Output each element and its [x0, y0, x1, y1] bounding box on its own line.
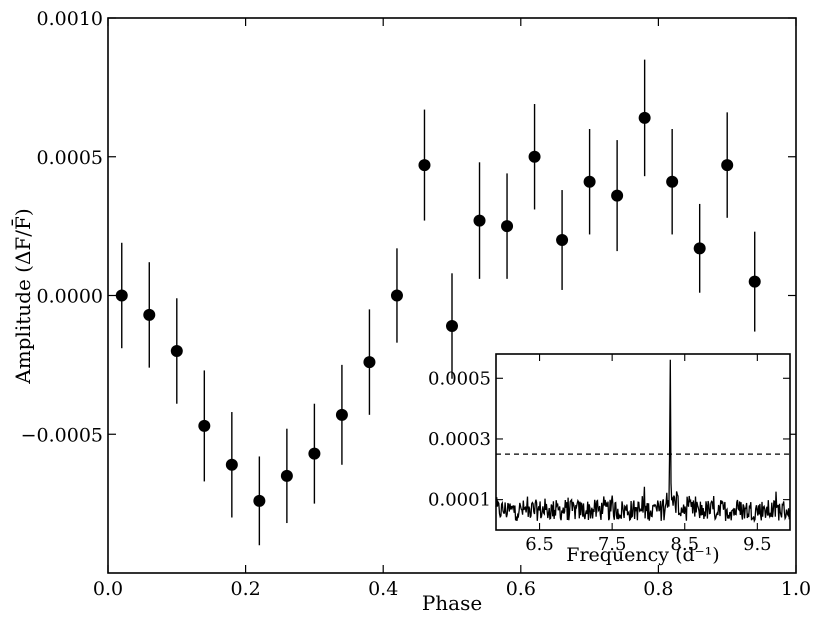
point-marker: [363, 356, 376, 369]
point-marker: [418, 159, 431, 172]
point-marker: [666, 175, 679, 188]
main-data-points: [115, 59, 761, 546]
point-marker: [638, 111, 651, 124]
data-point: [225, 412, 238, 518]
inset-x-tick-label: 7.5: [598, 534, 627, 555]
point-marker: [693, 242, 706, 255]
point-marker: [611, 189, 624, 202]
data-point: [390, 248, 403, 343]
data-point: [721, 112, 734, 218]
point-marker: [115, 289, 128, 302]
point-marker: [721, 159, 734, 172]
data-point: [446, 273, 458, 379]
x-tick-label: 0.2: [230, 578, 260, 600]
x-tick-label: 0.4: [368, 578, 398, 600]
inset-y-tick-label: 0.0001: [428, 490, 491, 511]
data-point: [693, 203, 706, 293]
data-point: [363, 309, 376, 415]
y-tick-label: −0.0005: [21, 424, 103, 446]
y-tick-label: 0.0000: [37, 286, 103, 308]
point-marker: [390, 289, 403, 302]
data-point: [666, 129, 679, 235]
x-tick-label: 0.8: [643, 578, 673, 600]
point-marker: [253, 494, 266, 507]
data-point: [528, 104, 541, 210]
data-point: [556, 190, 569, 290]
point-marker: [528, 150, 541, 163]
data-point: [308, 403, 321, 504]
point-marker: [501, 220, 514, 233]
main-axis-ticks: [107, 17, 797, 573]
y-axis-title: Amplitude (ΔF/F̄): [10, 208, 35, 384]
data-point: [638, 59, 651, 177]
data-point: [583, 129, 596, 235]
data-point: [748, 231, 761, 332]
y-tick-label: 0.0010: [37, 8, 103, 30]
inset-spectrum-line: [495, 359, 791, 524]
data-point: [501, 173, 514, 279]
point-marker: [446, 320, 458, 333]
inset-axis-ticks: [496, 354, 790, 530]
point-marker: [280, 469, 293, 482]
inset-periodogram: 6.5 7.5 8.5 9.5 0.0001 0.0003 0.0005 Frequency…: [428, 353, 791, 566]
point-marker: [556, 234, 569, 246]
point-marker: [225, 458, 238, 471]
inset-x-tick-label: 9.5: [743, 534, 772, 555]
inset-x-axis-title: Frequency (d⁻¹): [566, 544, 719, 566]
point-marker: [198, 419, 211, 432]
inset-x-tick-label: 8.5: [670, 534, 699, 555]
data-point: [198, 370, 211, 482]
data-point: [335, 364, 348, 465]
x-axis-title: Phase: [422, 591, 482, 615]
point-marker: [583, 175, 596, 188]
data-point: [170, 298, 183, 404]
data-point: [418, 109, 431, 221]
data-point: [473, 162, 486, 279]
point-marker: [170, 345, 183, 357]
point-marker: [308, 447, 321, 460]
inset-y-tick-label: 0.0003: [428, 429, 491, 450]
inset-tick-labels: 6.5 7.5 8.5 9.5 0.0001 0.0003 0.0005: [428, 368, 772, 555]
point-marker: [143, 308, 156, 321]
data-point: [143, 262, 156, 368]
x-tick-label: 0.0: [93, 578, 123, 600]
inset-y-tick-label: 0.0005: [428, 368, 491, 389]
main-tick-labels: 0.0 0.2 0.4 0.6 0.8 1.0 −0.0005 0.0000 0.0005 0.0…: [21, 8, 812, 600]
point-marker: [335, 408, 348, 421]
data-point: [280, 428, 293, 524]
x-tick-label: 1.0: [781, 578, 811, 600]
inset-x-tick-label: 6.5: [525, 534, 554, 555]
point-marker: [473, 214, 486, 227]
point-marker: [748, 275, 761, 288]
data-point: [115, 242, 128, 349]
data-point: [611, 140, 624, 252]
data-point: [253, 456, 266, 546]
x-tick-label: 0.6: [506, 578, 536, 600]
y-tick-label: 0.0005: [37, 147, 103, 169]
